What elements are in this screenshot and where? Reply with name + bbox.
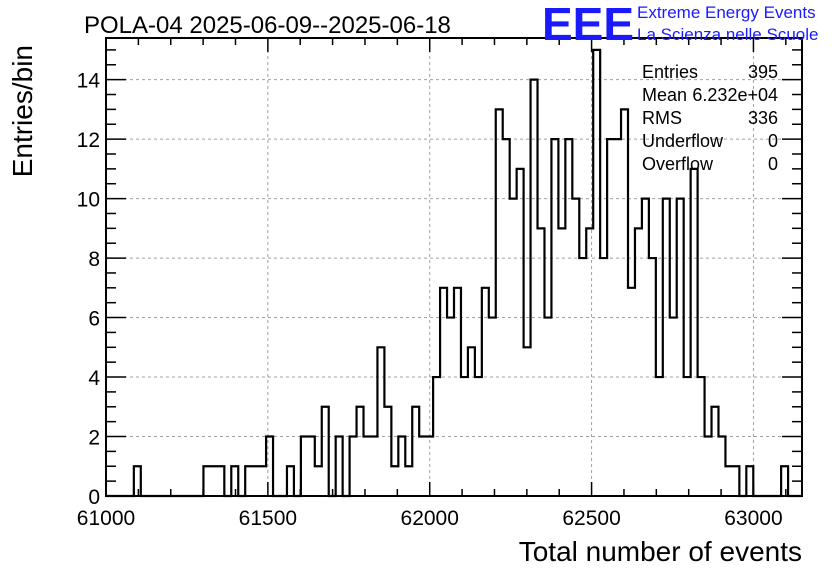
x-tick-label: 63000 — [724, 507, 782, 530]
x-axis-title: Total number of events — [519, 536, 802, 567]
y-tick-label: 6 — [88, 308, 100, 331]
stat-value: 0 — [768, 131, 778, 151]
eee-logo: EEE Extreme Energy Events La Scienza nel… — [542, 0, 818, 50]
y-tick-label: 10 — [77, 189, 100, 212]
x-tick-label: 62000 — [401, 507, 459, 530]
x-tick-labels: 61000 61500 62000 62500 63000 — [77, 507, 783, 530]
stat-label: Underflow — [642, 131, 724, 151]
y-tick-labels: 0 2 4 6 8 10 12 14 — [77, 70, 101, 509]
x-tick-label: 61500 — [239, 507, 297, 530]
y-tick-label: 14 — [77, 70, 101, 93]
y-tick-label: 4 — [88, 367, 100, 390]
plot-frame — [105, 37, 803, 497]
stat-value: 336 — [748, 108, 778, 128]
stats-box: Entries 395 Mean 6.232e+04 RMS 336 Underflow 0 O… — [642, 62, 778, 174]
axis-ticks — [105, 38, 802, 497]
y-tick-label: 12 — [77, 129, 100, 152]
eee-logo-mark: EEE — [542, 0, 634, 50]
stat-label: RMS — [642, 108, 682, 128]
logo-line-1: Extreme Energy Events — [637, 3, 816, 22]
stat-label: Entries — [642, 62, 698, 82]
y-axis-title: Entries/bin — [7, 45, 38, 177]
stat-value: 0 — [768, 154, 778, 174]
stat-value: 395 — [748, 62, 778, 82]
histogram-outline — [106, 48, 802, 498]
stat-label: Mean — [642, 85, 687, 105]
chart-title: POLA-04 2025-06-09--2025-06-18 — [84, 12, 451, 39]
x-tick-label: 62500 — [562, 507, 620, 530]
stat-label: Overflow — [642, 154, 714, 174]
y-tick-label: 0 — [88, 486, 100, 509]
stat-value: 6.232e+04 — [692, 85, 778, 105]
x-tick-label: 61000 — [77, 507, 135, 530]
y-tick-label: 2 — [88, 427, 100, 450]
y-tick-label: 8 — [88, 248, 100, 271]
logo-line-2: La Scienza nelle Scuole — [637, 25, 818, 44]
